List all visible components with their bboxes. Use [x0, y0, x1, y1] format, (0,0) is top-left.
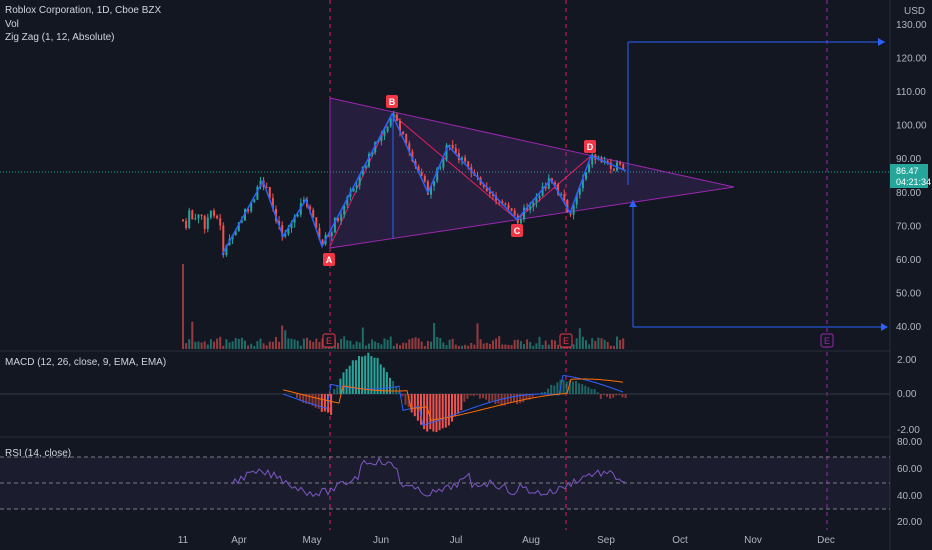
- price-tick: 130.00: [896, 20, 927, 31]
- price-tick: 50.00: [896, 288, 921, 299]
- rsi-tick: 20.00: [897, 517, 922, 528]
- macd-tick: 2.00: [897, 355, 917, 366]
- time-tick: Oct: [672, 535, 688, 546]
- price-tick: 100.00: [896, 121, 927, 132]
- currency-label: USD: [904, 6, 925, 17]
- time-axis[interactable]: 11 Apr May Jun Jul Aug Sep Oct Nov Dec: [178, 535, 835, 546]
- point-label-a-text: A: [326, 255, 333, 265]
- macd-histogram: [296, 352, 627, 433]
- triangle-pattern: [329, 97, 735, 249]
- time-tick: Dec: [817, 535, 835, 546]
- target-projection: [392, 38, 888, 331]
- event-tag-text: E: [563, 336, 569, 346]
- countdown-value: 04:21:34: [896, 177, 931, 187]
- volume-bars: [182, 264, 625, 349]
- time-tick: Nov: [744, 535, 762, 546]
- rsi-axis[interactable]: 80.00 60.00 40.00 20.00: [897, 437, 922, 528]
- last-price-tag: 86.47 04:21:34: [890, 164, 931, 188]
- point-label-b: B: [386, 95, 398, 108]
- signal-line: [282, 378, 624, 421]
- event-tag[interactable]: E: [322, 333, 336, 348]
- rsi-tick: 80.00: [897, 437, 922, 448]
- point-label-d: D: [584, 140, 596, 153]
- price-tick: 70.00: [896, 221, 921, 232]
- time-tick: May: [303, 535, 322, 546]
- volume-legend[interactable]: Vol: [5, 19, 19, 30]
- price-tick: 90.00: [896, 154, 921, 165]
- price-tick: 120.00: [896, 54, 927, 65]
- macd-axis[interactable]: 2.00 0.00 -2.00: [897, 355, 920, 436]
- price-axis[interactable]: 130.00 120.00 110.00 100.00 90.00 80.00 70.00 6…: [896, 20, 927, 333]
- event-tag[interactable]: E: [559, 333, 573, 348]
- rsi-line: [231, 457, 626, 498]
- price-tick: 80.00: [896, 188, 921, 199]
- price-tick: 60.00: [896, 255, 921, 266]
- macd-line: [282, 374, 624, 426]
- zigzag-line: [221, 112, 627, 256]
- point-label-c-text: C: [514, 226, 521, 236]
- event-tag-text: E: [326, 336, 332, 346]
- symbol-title[interactable]: Roblox Corporation, 1D, Cboe BZX: [5, 5, 162, 16]
- point-label-d-text: D: [587, 142, 594, 152]
- macd-tick: 0.00: [897, 389, 917, 400]
- event-tag-text: E: [824, 336, 830, 346]
- time-tick: 11: [178, 535, 189, 546]
- macd-tick: -2.00: [897, 425, 920, 436]
- point-label-b-text: B: [389, 97, 396, 107]
- rsi-tick: 60.00: [897, 464, 922, 475]
- time-tick: Aug: [522, 535, 540, 546]
- price-tick: 40.00: [896, 322, 921, 333]
- last-price-value: 86.47: [896, 166, 919, 176]
- time-tick: Sep: [597, 535, 615, 546]
- zigzag-legend[interactable]: Zig Zag (1, 12, Absolute): [5, 32, 115, 43]
- time-tick: Jul: [450, 535, 463, 546]
- rsi-tick: 40.00: [897, 491, 922, 502]
- price-tick: 110.00: [896, 87, 926, 98]
- macd-legend[interactable]: MACD (12, 26, close, 9, EMA, EMA): [5, 357, 166, 368]
- time-tick: Apr: [231, 535, 247, 546]
- rsi-legend[interactable]: RSI (14, close): [5, 448, 71, 459]
- point-label-c: C: [511, 224, 523, 237]
- point-label-a: A: [323, 253, 335, 266]
- time-tick: Jun: [373, 535, 389, 546]
- event-tag[interactable]: E: [820, 333, 834, 348]
